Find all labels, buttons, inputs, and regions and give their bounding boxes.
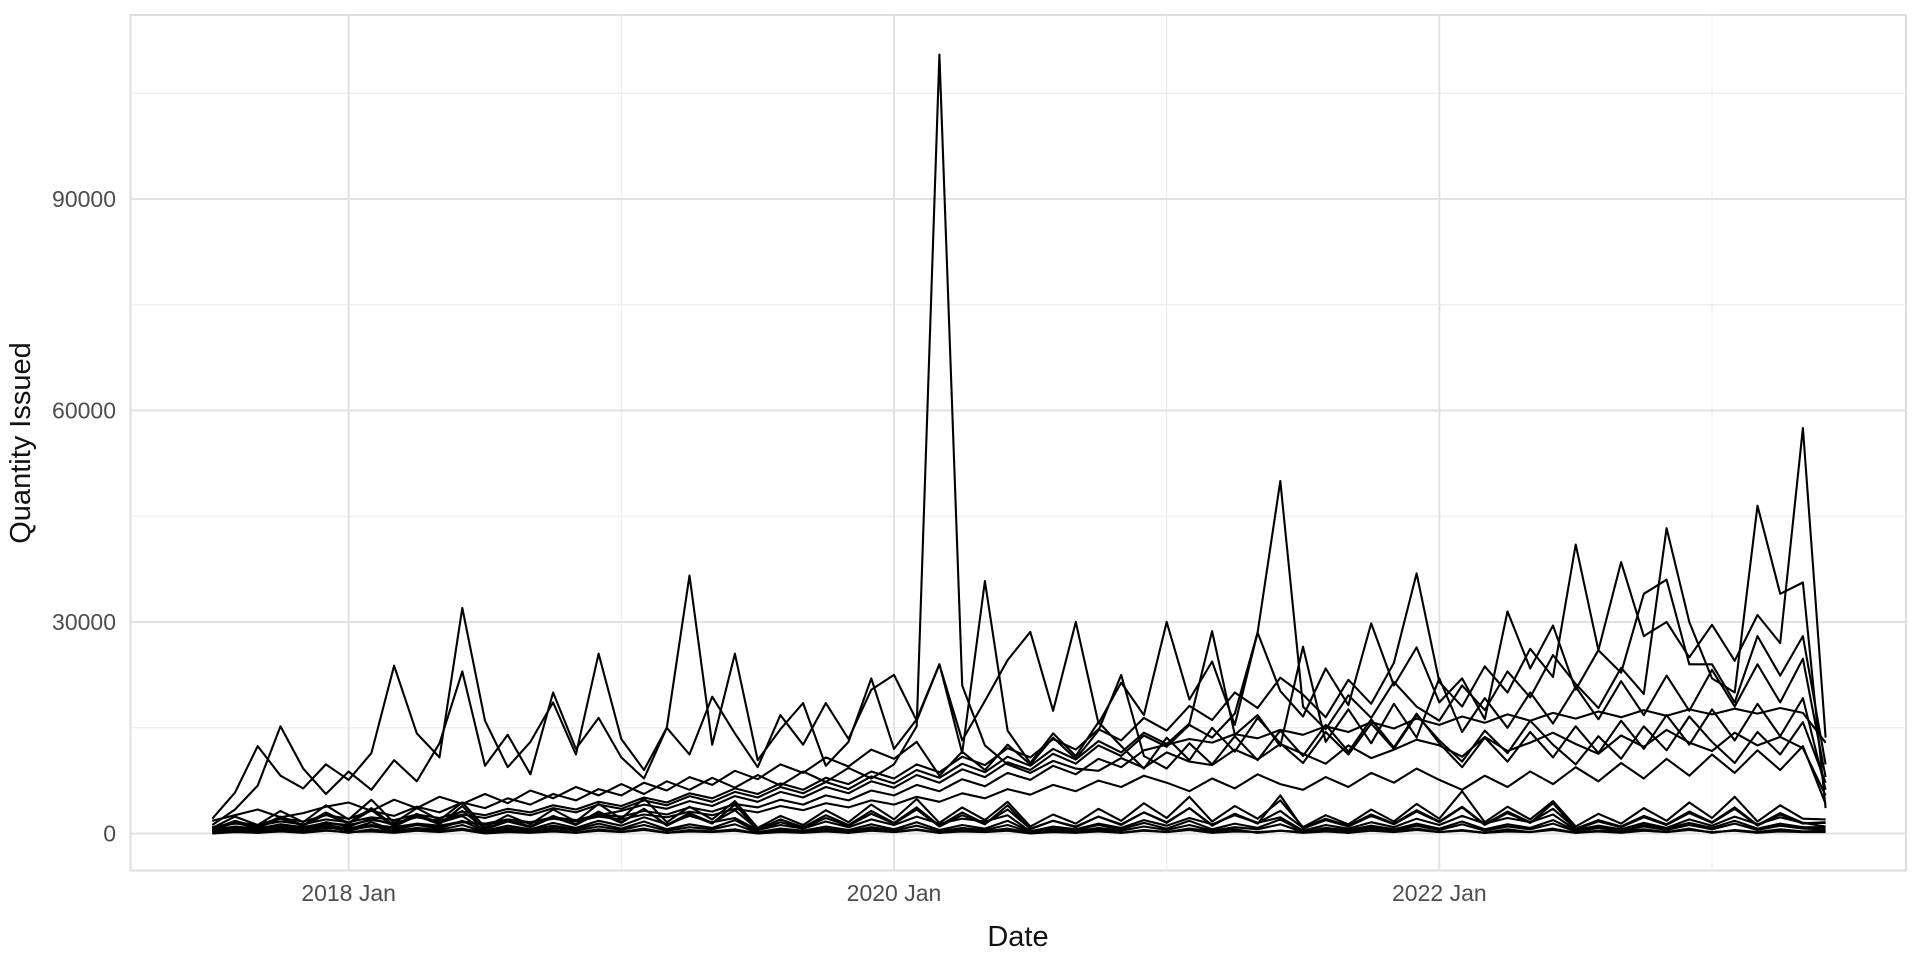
y-axis-tick-labels: 0 30000 60000 90000 <box>52 186 116 847</box>
x-tick-label: 2018 Jan <box>301 880 396 906</box>
y-axis-title: Quantity Issued <box>5 342 37 544</box>
x-tick-label: 2020 Jan <box>847 880 942 906</box>
y-tick-label: 0 <box>103 821 116 847</box>
x-axis-title: Date <box>987 921 1048 953</box>
series-line-series-04 <box>211 574 1827 820</box>
series-line-series-17 <box>211 794 1826 832</box>
series-line-series-07 <box>212 673 1827 829</box>
y-tick-label: 90000 <box>52 186 116 212</box>
series-line-series-08 <box>212 630 1827 832</box>
series-line-series-14 <box>211 790 1826 829</box>
series-line-series-13 <box>212 822 1826 834</box>
series-line-series-16 <box>212 818 1826 834</box>
major-gridlines <box>130 15 1906 871</box>
series-lines <box>211 53 1827 835</box>
y-tick-label: 60000 <box>52 398 116 424</box>
series-line-series-15 <box>212 828 1826 835</box>
minor-gridlines <box>130 15 1906 871</box>
x-axis-tick-labels: 2018 Jan 2020 Jan 2022 Jan <box>301 880 1486 906</box>
series-line-series-01 <box>212 53 1827 822</box>
series-line-series-05 <box>211 578 1827 826</box>
series-line-series-10 <box>212 813 1826 833</box>
y-tick-label: 30000 <box>52 609 116 635</box>
x-tick-label: 2022 Jan <box>1392 880 1487 906</box>
series-line-series-03 <box>212 427 1827 829</box>
